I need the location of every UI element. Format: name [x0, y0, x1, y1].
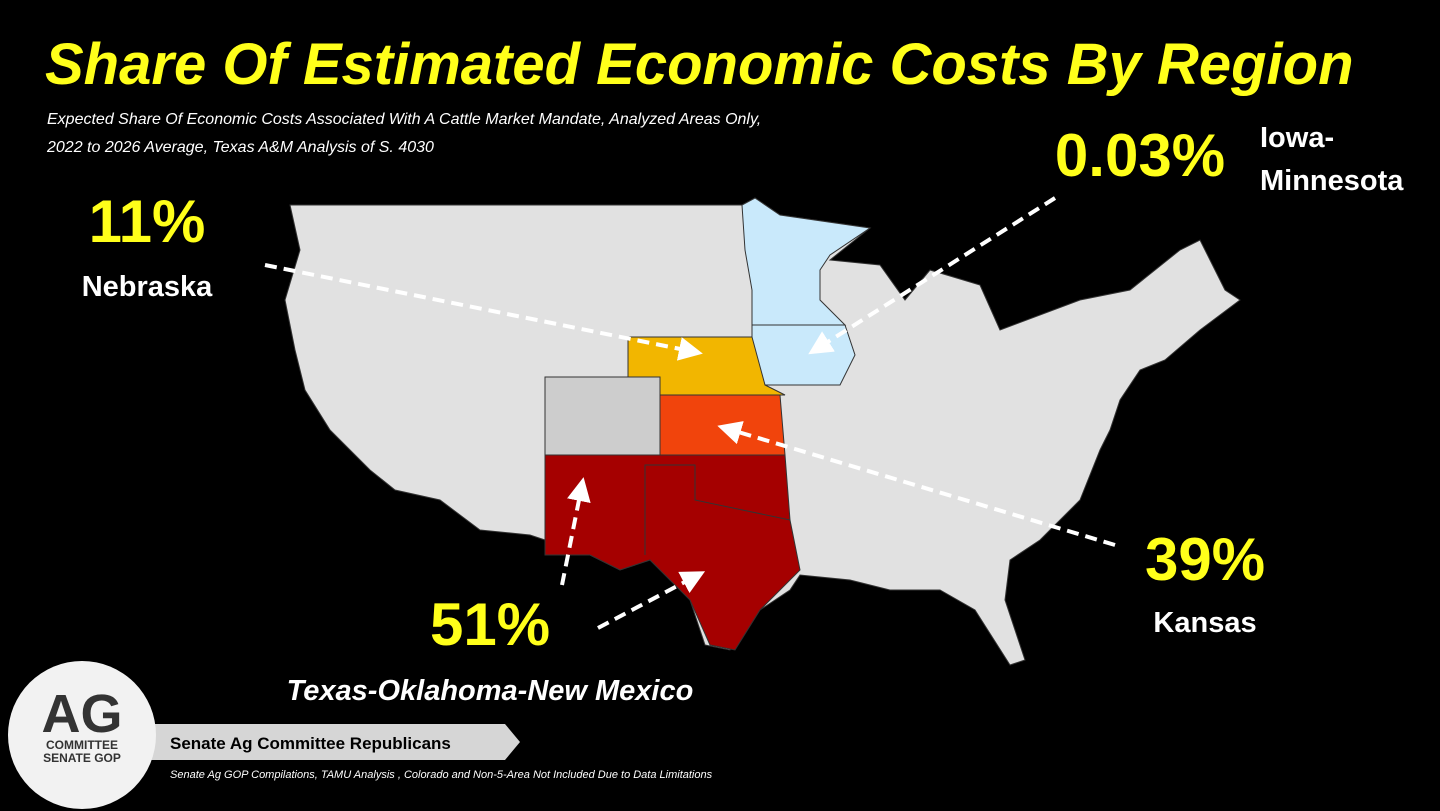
arrow — [560, 477, 591, 586]
arrow — [808, 196, 1057, 355]
organization: Senate Ag Committee Republicans — [170, 734, 451, 753]
share-label: 11% — [89, 188, 206, 255]
logo-text: SENATE GOP — [43, 751, 121, 765]
subtitle: Expected Share Of Economic Costs Associa… — [47, 111, 761, 128]
logo — [8, 661, 156, 809]
region-name: Minnesota — [1260, 165, 1404, 197]
map — [284, 197, 1241, 666]
logo-text: AG — [42, 684, 123, 744]
arrow — [717, 421, 1116, 547]
banner — [150, 724, 520, 760]
region-name: Texas-Oklahoma-New Mexico — [287, 675, 694, 707]
region-minnesota — [741, 197, 872, 326]
state-border — [644, 464, 791, 555]
region-name: Iowa- — [1260, 122, 1334, 154]
region-kansas — [659, 394, 786, 456]
subtitle: 2022 to 2026 Average, Texas A&M Analysis… — [46, 139, 434, 156]
logo-text: COMMITTEE — [46, 738, 118, 752]
region-name: Kansas — [1153, 607, 1256, 639]
region-name: Nebraska — [82, 271, 213, 303]
arrow — [264, 263, 703, 361]
colorado — [544, 376, 661, 456]
arrows — [264, 196, 1116, 630]
share-label: 0.03% — [1055, 122, 1225, 189]
source-note: Senate Ag GOP Compilations, TAMU Analysi… — [170, 769, 713, 781]
title: Share Of Estimated Economic Costs By Reg… — [45, 32, 1354, 97]
share-label: 51% — [430, 591, 550, 658]
share-label: 39% — [1145, 526, 1265, 593]
